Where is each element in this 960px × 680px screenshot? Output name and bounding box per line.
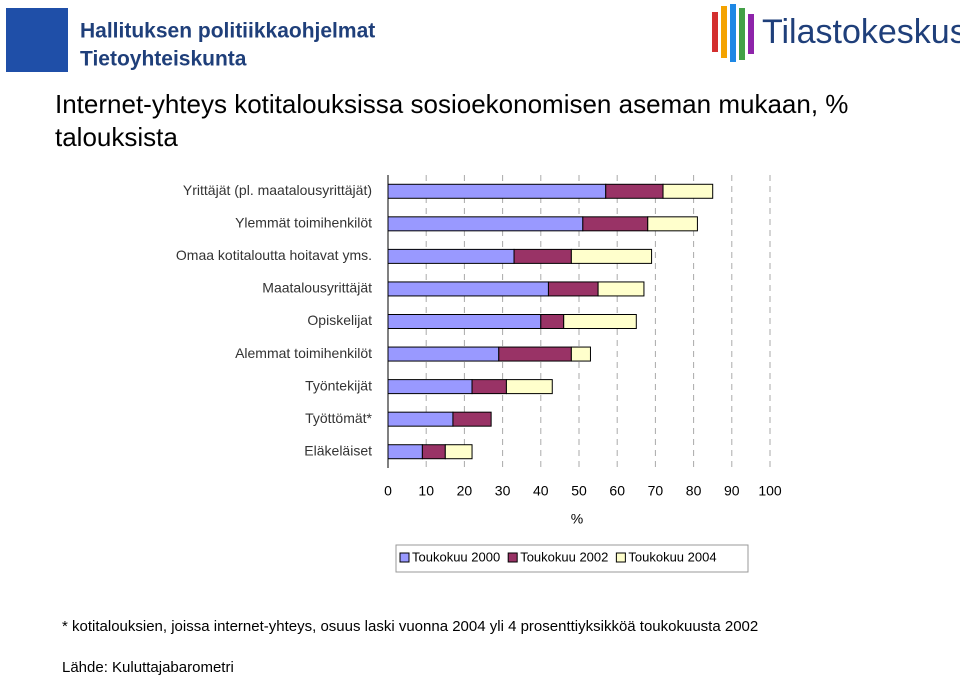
bar-segment <box>421 444 446 460</box>
x-tick-label: 0 <box>384 483 392 499</box>
bar-segment <box>387 216 584 232</box>
legend-swatch <box>507 552 518 563</box>
y-tick-label: Maatalousyrittäjät <box>262 280 372 296</box>
bar-segment <box>387 314 542 329</box>
x-tick-label: 20 <box>457 483 473 499</box>
bar-segment <box>570 248 653 264</box>
bar-segment <box>387 379 473 395</box>
y-tick-label: Eläkeläiset <box>304 442 372 458</box>
x-tick-label: 70 <box>648 483 664 499</box>
bar-segment <box>597 281 645 297</box>
legend-label: Toukokuu 2002 <box>520 549 608 564</box>
x-tick-label: 30 <box>495 483 511 499</box>
legend-label: Toukokuu 2004 <box>628 549 716 564</box>
x-tick-label: 40 <box>533 483 549 499</box>
bar-segment <box>513 248 572 264</box>
legend-label: Toukokuu 2000 <box>412 549 500 564</box>
bar-segment <box>540 314 565 329</box>
bar-segment <box>387 281 549 297</box>
legend-swatch <box>399 552 410 563</box>
bar-segment <box>582 216 649 232</box>
x-tick-label: 50 <box>571 483 587 499</box>
x-axis-label: % <box>571 511 583 527</box>
bar-segment <box>498 346 572 362</box>
logo-title: Hallituksen politiikkaohjelmat <box>80 20 375 43</box>
footnote: * kotitalouksien, joissa internet-yhteys… <box>62 618 758 635</box>
bar-segment <box>387 183 607 199</box>
logo-subtitle: Tietoyhteiskunta <box>80 48 247 71</box>
bar-segment <box>505 379 553 395</box>
title-box: Internet-yhteys kotitalouksissa sosioeko… <box>55 89 849 152</box>
legend <box>395 544 749 573</box>
flag-logo <box>6 8 68 72</box>
bar-segment <box>387 346 500 362</box>
y-tick-label: Yrittäjät (pl. maatalousyrittäjät) <box>183 182 372 198</box>
y-tick-label: Alemmat toimihenkilöt <box>235 345 372 361</box>
y-tick-label: Ylemmät toimihenkilöt <box>235 215 372 231</box>
x-tick-label: 10 <box>418 483 434 499</box>
bar-segment <box>563 314 637 329</box>
x-tick-label: 90 <box>724 483 740 499</box>
x-tick-label: 100 <box>758 483 782 499</box>
bar-segment <box>471 379 507 395</box>
bar-segment <box>387 411 454 427</box>
bar-segment <box>547 281 599 297</box>
bar-segment <box>444 444 473 460</box>
bar-segment <box>605 183 664 199</box>
logo-name: Tilastokeskus <box>762 13 960 51</box>
stat-logo-mark <box>712 4 754 62</box>
bar-segment <box>662 183 714 199</box>
x-tick-label: 60 <box>609 483 625 499</box>
x-tick-label: 80 <box>686 483 702 499</box>
legend-swatch <box>615 552 626 563</box>
bar-segment <box>570 346 591 362</box>
y-tick-label: Työntekijät <box>305 377 372 393</box>
chart-title: Internet-yhteys kotitalouksissa sosioeko… <box>55 89 849 152</box>
source: Lähde: Kuluttajabarometri <box>62 659 234 676</box>
y-tick-label: Opiskelijat <box>307 312 372 328</box>
y-tick-label: Työttömät* <box>305 410 372 426</box>
y-tick-label: Omaa kotitaloutta hoitavat yms. <box>176 247 372 263</box>
bar-segment <box>647 216 698 232</box>
bar-segment <box>387 248 515 264</box>
bar-segment <box>387 444 423 460</box>
bar-segment <box>452 411 492 427</box>
